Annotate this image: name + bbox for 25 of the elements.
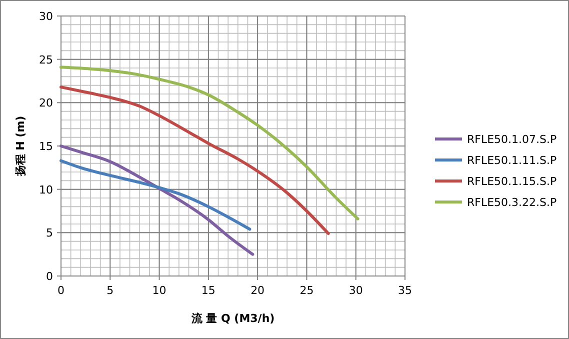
x-tick-label: 30: [348, 284, 363, 297]
y-tick-label: 10: [39, 183, 53, 196]
x-tick-label: 10: [152, 284, 166, 297]
legend-label: RFLE50.3.22.S.P: [467, 196, 558, 209]
x-tick-label: 5: [106, 284, 114, 297]
x-tick-label: 15: [201, 284, 216, 297]
x-axis-title: 流 量 Q (M3/h): [190, 312, 275, 325]
y-tick-label: 0: [46, 270, 53, 283]
y-tick-label: 15: [39, 140, 53, 153]
x-tick-label: 25: [300, 284, 314, 297]
line-series: [60, 86, 330, 236]
y-axis-title: 扬程 H (m): [14, 116, 27, 178]
legend-label: RFLE50.1.15.S.P: [467, 175, 558, 188]
line-series: [60, 66, 360, 220]
line-series: [60, 144, 254, 256]
y-tick-label: 5: [46, 226, 53, 240]
y-tick-label: 30: [39, 10, 53, 23]
y-tick-label: 20: [39, 96, 53, 110]
x-tick-label: 35: [398, 284, 412, 297]
x-tick-label: 20: [250, 284, 265, 297]
legend-label: RFLE50.1.07.S.P: [467, 133, 558, 146]
legend-label: RFLE50.1.11.S.P: [467, 154, 558, 167]
x-tick-label: 0: [58, 284, 64, 297]
line-series: [60, 159, 252, 231]
y-tick-label: 25: [39, 53, 53, 66]
